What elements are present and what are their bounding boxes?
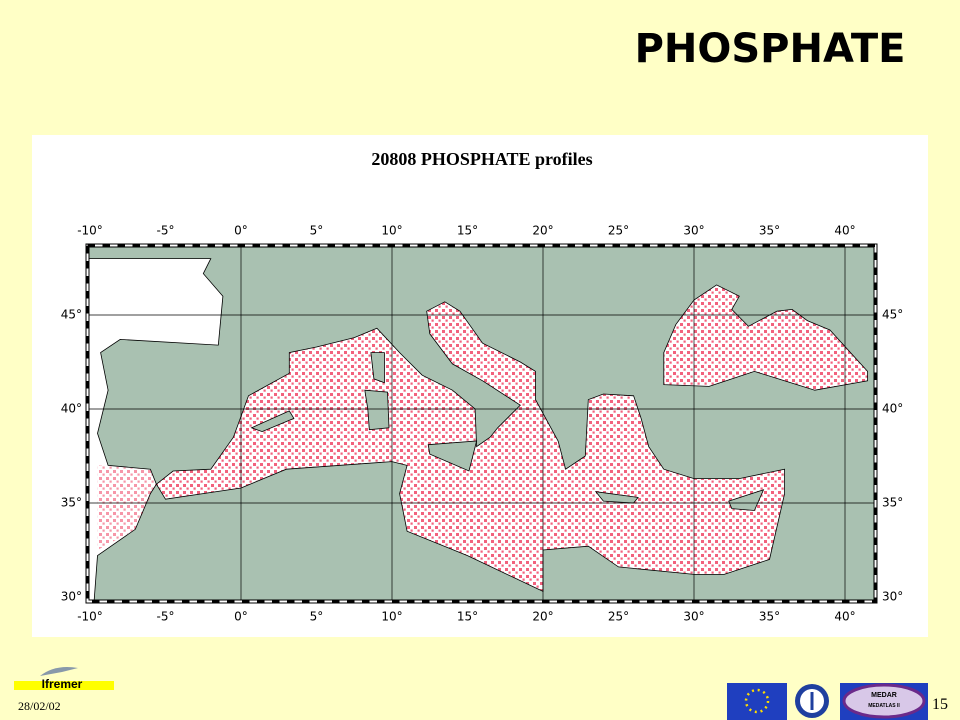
medar-logo: MEDAR MEDATLAS II (840, 683, 928, 720)
lon-label: 35° (759, 224, 780, 238)
slide-title: PHOSPHATE (635, 26, 906, 72)
map-title: 20808 PHOSPHATE profiles (371, 149, 592, 169)
lat-label: 35° (882, 496, 903, 510)
logo-text: Ifremer (42, 677, 83, 691)
lat-label: 30° (882, 590, 903, 604)
island (364, 389, 390, 431)
logo-text: MEDAR (871, 692, 897, 699)
lon-label: 35° (759, 610, 780, 624)
lon-label: 0° (234, 610, 248, 624)
map-frame (85, 243, 878, 604)
lat-label: 45° (61, 308, 82, 322)
island (728, 489, 765, 511)
lon-label: 10° (381, 610, 402, 624)
island (370, 352, 385, 384)
eu-flag (727, 683, 787, 720)
lon-label: 40° (834, 610, 855, 624)
lon-label: 5° (310, 610, 324, 624)
sample-coverage (97, 465, 157, 550)
map (89, 247, 874, 600)
lon-label: 25° (608, 224, 629, 238)
ifremer-logo: Ifremer (14, 667, 114, 691)
lon-label: 15° (457, 610, 478, 624)
lon-label: 20° (532, 610, 553, 624)
lon-label: -5° (157, 224, 175, 238)
map-labels: -10° -10° -5° -5° 0° 0° 5° 5° 10° 10° 15° 15° 20° 20°… (61, 224, 904, 624)
lon-label: -5° (157, 610, 175, 624)
frame-inner (88, 246, 875, 601)
logo-text: MEDATLAS II (868, 703, 900, 709)
sample-coverage (663, 284, 868, 391)
coastline (663, 284, 868, 391)
date: 28/02/02 (18, 699, 61, 713)
lon-label: -10° (77, 224, 103, 238)
lat-label: 35° (61, 496, 82, 510)
island (250, 410, 295, 433)
lon-label: 25° (608, 610, 629, 624)
lon-label: 15° (457, 224, 478, 238)
lon-label: 0° (234, 224, 248, 238)
page-number: 15 (932, 696, 948, 713)
lon-label: 20° (532, 224, 553, 238)
lat-label: 30° (61, 590, 82, 604)
lat-label: 45° (882, 308, 903, 322)
lon-label: 5° (310, 224, 324, 238)
lat-label: 40° (61, 402, 82, 416)
lat-label: 40° (882, 402, 903, 416)
island (427, 440, 478, 472)
lon-label: -10° (77, 610, 103, 624)
frame-checker (86, 244, 877, 603)
lon-label: 30° (683, 610, 704, 624)
coastline (89, 258, 224, 600)
institute-logo (795, 684, 829, 718)
lon-label: 40° (834, 224, 855, 238)
lon-label: 10° (381, 224, 402, 238)
lon-label: 30° (683, 224, 704, 238)
